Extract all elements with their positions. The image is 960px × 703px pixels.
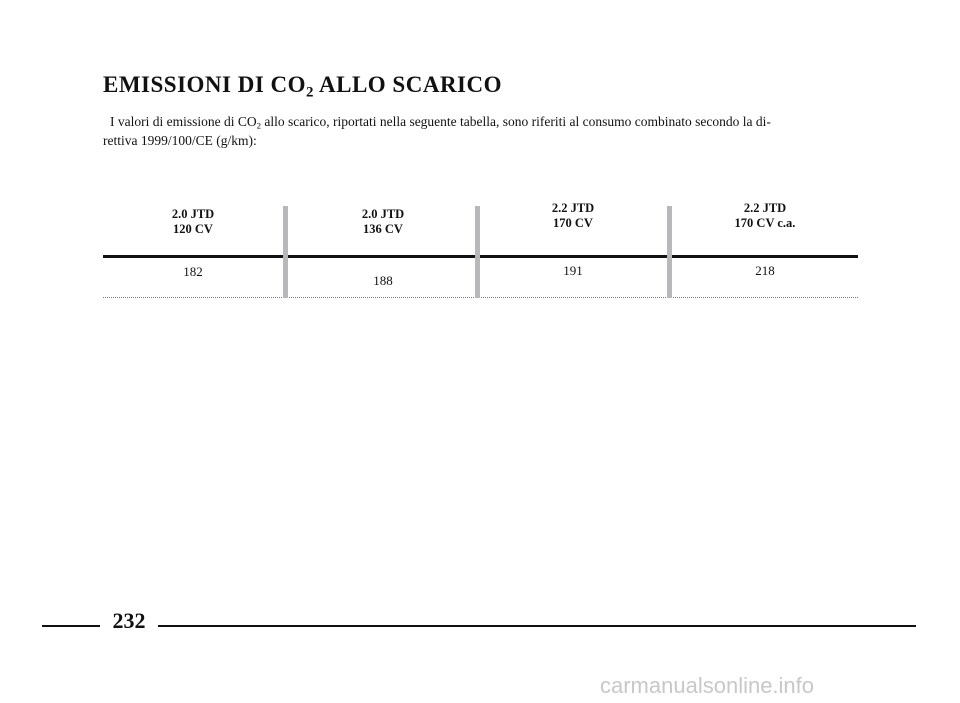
table-value: 182 (183, 264, 203, 279)
column-divider (667, 206, 672, 298)
column-header: 170 CV c.a. (734, 216, 796, 230)
title: EMISSIONI DI CO2 ALLO SCARICO (103, 72, 502, 101)
body-text: I valori di emissione di CO (110, 114, 257, 129)
page-number: 232 (112, 608, 146, 633)
column-header: 2.0 JTD (361, 207, 405, 221)
column-header: 136 CV (363, 222, 403, 236)
column-header: 2.2 JTD (551, 201, 595, 215)
column-header: 170 CV (553, 216, 593, 230)
body-subscript: 2 (256, 120, 261, 131)
table-value: 218 (755, 263, 775, 278)
table-value: 191 (563, 263, 583, 278)
title-subscript: 2 (306, 84, 315, 101)
title-text: EMISSIONI DI CO (103, 72, 307, 97)
column-header: 120 CV (173, 222, 213, 236)
watermark: carmanualsonline.info (600, 673, 815, 698)
title-text: ALLO SCARICO (314, 72, 502, 97)
column-header: 2.2 JTD (743, 201, 787, 215)
footer-rule (42, 625, 100, 627)
column-header: 2.0 JTD (171, 207, 215, 221)
body-line: rettiva 1999/100/CE (g/km): (103, 133, 257, 148)
column-divider (283, 206, 288, 298)
table-value: 188 (373, 273, 393, 288)
table-rule (103, 255, 858, 258)
footer-rule (158, 625, 916, 627)
column-divider (475, 206, 480, 298)
body-text: allo scarico, riportati nella seguente t… (261, 114, 771, 129)
table-bottom-rule (103, 297, 858, 298)
body-line: I valori di emissione di CO2 allo scaric… (110, 114, 771, 131)
